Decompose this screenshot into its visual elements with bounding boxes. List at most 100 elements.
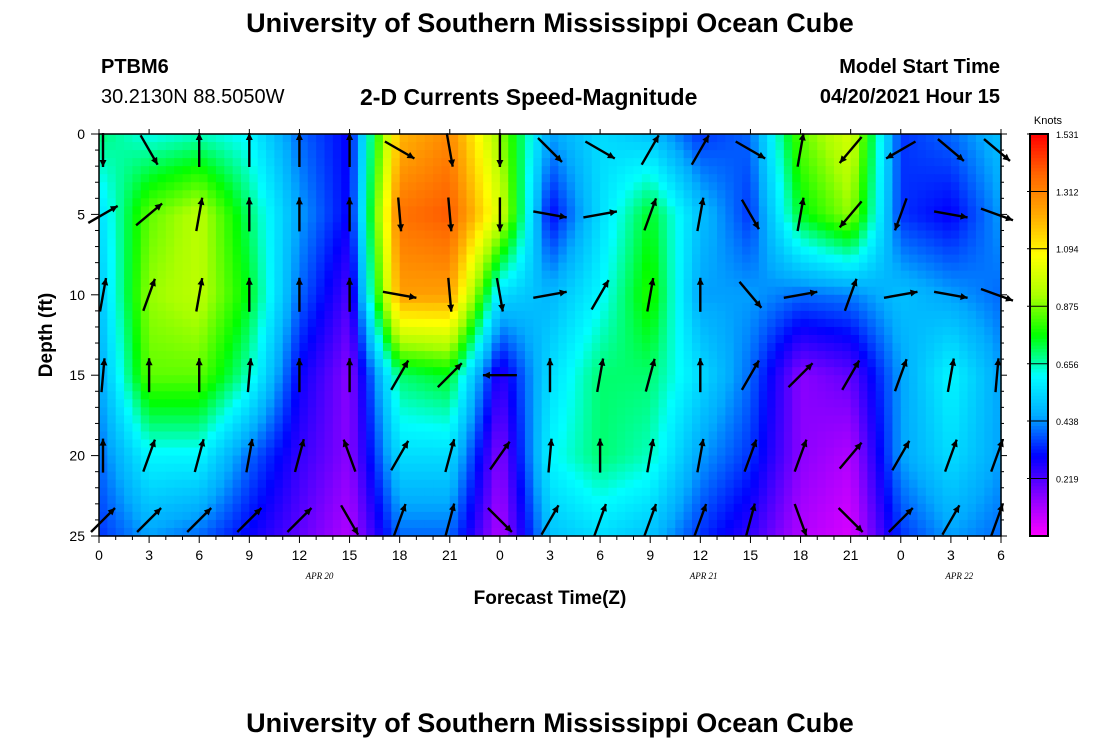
heatmap-cell	[666, 206, 676, 215]
heatmap-cell	[149, 375, 159, 384]
heatmap-cell	[416, 206, 426, 215]
heatmap-cell	[215, 278, 225, 288]
heatmap-cell	[742, 142, 752, 151]
heatmap-cell	[600, 495, 610, 505]
heatmap-cell	[725, 150, 735, 159]
heatmap-cell	[282, 479, 292, 489]
heatmap-cell	[207, 439, 217, 449]
heatmap-cell	[299, 359, 309, 368]
heatmap-cell	[608, 383, 618, 392]
heatmap-cell	[357, 142, 367, 151]
heatmap-cell	[215, 142, 225, 151]
heatmap-cell	[240, 174, 250, 183]
heatmap-cell	[391, 399, 401, 408]
heatmap-cell	[583, 310, 593, 320]
heatmap-cell	[140, 190, 150, 199]
heatmap-cell	[199, 150, 209, 159]
heatmap-cell	[157, 198, 167, 207]
heatmap-cell	[550, 318, 559, 328]
heatmap-cell	[934, 278, 944, 288]
heatmap-cell	[625, 302, 635, 312]
heatmap-cell	[658, 270, 668, 280]
heatmap-cell	[742, 222, 752, 232]
heatmap-cell	[884, 415, 894, 425]
heatmap-cell	[683, 174, 693, 183]
heatmap-cell	[942, 391, 952, 400]
heatmap-cell	[274, 455, 284, 465]
heatmap-cell	[115, 383, 125, 392]
heatmap-cell	[783, 198, 793, 207]
heatmap-cell	[541, 286, 551, 296]
heatmap-cell	[182, 415, 192, 425]
heatmap-cell	[291, 351, 301, 360]
heatmap-cell	[124, 343, 134, 352]
heatmap-cell	[950, 190, 960, 199]
heatmap-cell	[299, 367, 309, 376]
heatmap-cell	[408, 198, 417, 207]
heatmap-cell	[800, 222, 810, 232]
heatmap-cell	[783, 407, 793, 416]
heatmap-cell	[967, 222, 977, 232]
heatmap-cell	[491, 150, 501, 159]
heatmap-cell	[591, 198, 601, 207]
heatmap-cell	[733, 367, 743, 376]
heatmap-cell	[783, 254, 793, 264]
heatmap-cell	[691, 439, 701, 449]
heatmap-cell	[783, 415, 793, 425]
heatmap-cell	[683, 278, 693, 288]
heatmap-cell	[616, 439, 626, 449]
heatmap-cell	[717, 286, 726, 296]
heatmap-cell	[833, 383, 843, 392]
heatmap-cell	[875, 158, 885, 167]
heatmap-cell	[867, 246, 877, 256]
heatmap-cell	[140, 270, 150, 280]
heatmap-cell	[357, 222, 367, 232]
heatmap-cell	[232, 182, 242, 191]
heatmap-cell	[575, 158, 585, 167]
heatmap-cell	[182, 326, 192, 336]
heatmap-cell	[516, 351, 526, 360]
heatmap-cell	[725, 286, 735, 296]
heatmap-cell	[441, 479, 451, 489]
heatmap-cell	[165, 463, 175, 473]
heatmap-cell	[917, 415, 927, 425]
heatmap-cell	[775, 182, 785, 191]
heatmap-cell	[934, 391, 944, 400]
heatmap-cell	[725, 142, 735, 151]
heatmap-cell	[900, 246, 910, 256]
heatmap-cell	[641, 238, 651, 248]
heatmap-cell	[516, 262, 526, 272]
heatmap-cell	[992, 335, 1002, 344]
heatmap-cell	[324, 375, 334, 384]
heatmap-cell	[600, 359, 610, 368]
heatmap-cell	[616, 270, 626, 280]
heatmap-cell	[583, 222, 593, 232]
heatmap-cell	[249, 439, 259, 449]
heatmap-cell	[149, 246, 159, 256]
heatmap-cell	[833, 150, 843, 159]
heatmap-cell	[458, 198, 468, 207]
heatmap-cell	[783, 447, 793, 457]
heatmap-cell	[508, 302, 518, 312]
heatmap-cell	[600, 198, 610, 207]
heatmap-cell	[466, 343, 476, 352]
heatmap-cell	[641, 174, 651, 183]
heatmap-cell	[232, 262, 242, 272]
heatmap-cell	[274, 150, 284, 159]
heatmap-cell	[382, 254, 392, 264]
heatmap-cell	[215, 174, 225, 183]
heatmap-cell	[992, 190, 1002, 199]
heatmap-cell	[842, 479, 852, 489]
heatmap-cell	[775, 343, 785, 352]
heatmap-cell	[124, 142, 134, 151]
heatmap-cell	[942, 230, 952, 240]
heatmap-cell	[700, 431, 710, 441]
heatmap-cell	[224, 254, 234, 264]
heatmap-cell	[491, 302, 501, 312]
heatmap-cell	[850, 214, 860, 224]
heatmap-cell	[508, 254, 518, 264]
heatmap-cell	[516, 142, 526, 151]
heatmap-cell	[992, 150, 1002, 159]
heatmap-cell	[132, 463, 142, 473]
heatmap-cell	[566, 375, 576, 384]
